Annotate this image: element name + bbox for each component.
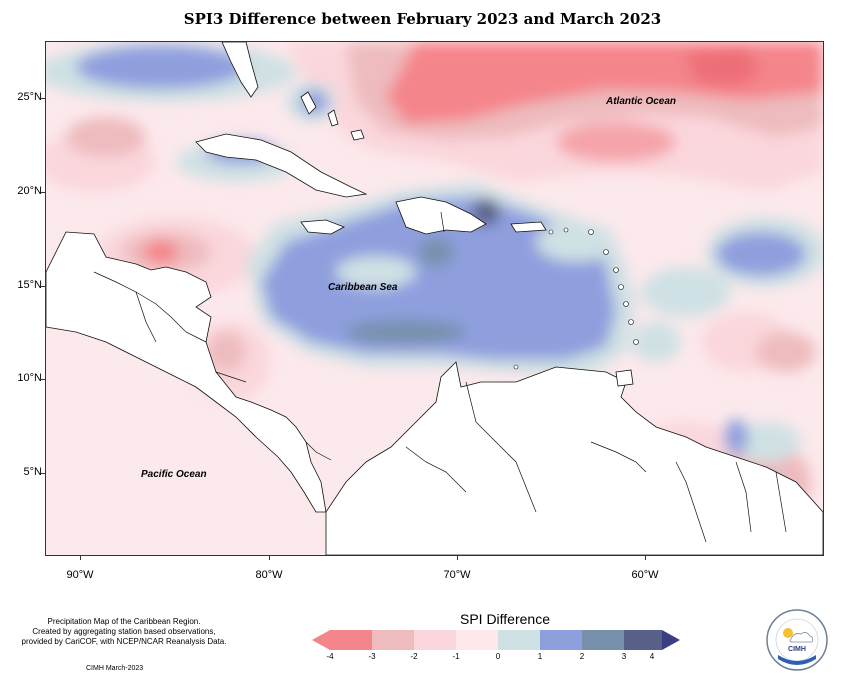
cloud-icon	[789, 632, 814, 643]
lat-label-5n: 5°N	[23, 466, 42, 478]
lat-label-15n: 15°N	[17, 279, 42, 291]
legend-swatch	[540, 630, 582, 650]
lon-label-90w: 90°W	[66, 569, 94, 581]
south-america	[325, 361, 823, 555]
lesser-antilles	[513, 227, 639, 370]
legend-tick: 1	[537, 652, 543, 661]
trinidad	[615, 369, 634, 387]
footer-credit: CIMH March-2023	[86, 665, 144, 672]
logo-text: CIMH	[788, 646, 806, 653]
florida	[221, 42, 259, 98]
wave-icon	[778, 655, 816, 665]
lon-tick	[645, 555, 646, 560]
jamaica	[300, 219, 345, 235]
legend-arrow-low	[312, 630, 330, 650]
lat-label-10n: 10°N	[17, 372, 42, 384]
lat-tick	[40, 473, 45, 474]
sun-icon	[783, 628, 793, 638]
legend-tick: 3	[621, 652, 627, 661]
footer-note: Precipitation Map of the Caribbean Regio…	[8, 617, 240, 647]
lat-tick	[40, 98, 45, 99]
legend-tick: -2	[410, 652, 418, 661]
hispaniola	[395, 196, 487, 235]
legend-arrow-high	[662, 630, 680, 650]
central-america	[46, 231, 327, 513]
legend-tick: -4	[326, 652, 334, 661]
legend-swatch	[414, 630, 456, 650]
map-title: SPI3 Difference between February 2023 an…	[183, 10, 662, 28]
lon-tick	[269, 555, 270, 560]
legend-colorbar	[312, 630, 680, 650]
map-canvas: Atlantic Ocean Caribbean Sea Pacific Oce…	[46, 42, 823, 555]
caribbean-sea-label: Caribbean Sea	[328, 282, 398, 293]
legend-swatch	[624, 630, 662, 650]
pacific-ocean-label: Pacific Ocean	[141, 469, 207, 480]
lon-label-70w: 70°W	[443, 569, 471, 581]
legend-swatch	[498, 630, 540, 650]
lat-label-25n: 25°N	[17, 91, 42, 103]
legend-tick: -1	[452, 652, 460, 661]
country-borders	[93, 211, 787, 543]
spi-difference-map: Atlantic Ocean Caribbean Sea Pacific Oce…	[45, 41, 824, 556]
lon-tick	[80, 555, 81, 560]
legend-title: SPI Difference	[459, 611, 550, 627]
legend-swatch	[372, 630, 414, 650]
lon-label-60w: 60°W	[631, 569, 659, 581]
legend-tick: -3	[368, 652, 376, 661]
puerto-rico	[510, 221, 547, 233]
legend-tick: 0	[495, 652, 501, 661]
atlantic-ocean-label: Atlantic Ocean	[605, 96, 676, 107]
landmasses	[46, 42, 823, 555]
cuba	[195, 133, 368, 198]
lat-label-20n: 20°N	[17, 185, 42, 197]
footer-note-line: provided by CariCOF, with NCEP/NCAR Rean…	[21, 637, 227, 646]
legend-swatch	[582, 630, 624, 650]
lat-tick	[40, 286, 45, 287]
bahamas	[300, 91, 365, 141]
legend-tick: 4	[649, 652, 655, 661]
legend-swatch	[456, 630, 498, 650]
lat-tick	[40, 379, 45, 380]
lon-label-80w: 80°W	[255, 569, 283, 581]
cimh-logo: CIMH	[766, 609, 828, 671]
footer-note-line: Precipitation Map of the Caribbean Regio…	[47, 617, 201, 626]
lon-tick	[457, 555, 458, 560]
lat-tick	[40, 192, 45, 193]
legend-tick: 2	[579, 652, 585, 661]
legend-swatch	[330, 630, 372, 650]
footer-note-line: Created by aggregating station based obs…	[32, 627, 216, 636]
